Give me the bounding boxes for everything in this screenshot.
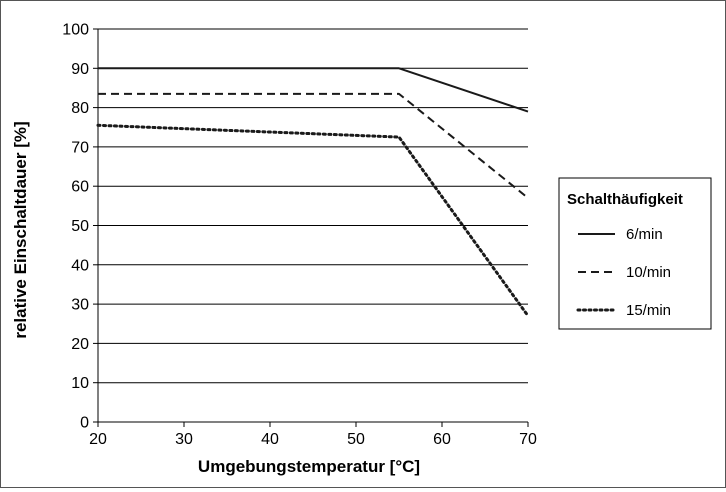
y-tick-label-50: 50 — [71, 218, 89, 235]
legend-title: Schalthäufigkeit — [567, 191, 683, 208]
x-axis-label: Umgebungstemperatur [°C] — [198, 457, 420, 476]
y-tick-label-40: 40 — [71, 257, 89, 274]
x-tick-label-60: 60 — [433, 431, 451, 448]
y-tick-label-30: 30 — [71, 297, 89, 314]
y-tick-label-20: 20 — [71, 336, 89, 353]
grid-lines — [93, 28, 528, 427]
series-line-15-per-min — [96, 123, 530, 318]
x-tick-label-20: 20 — [89, 431, 107, 448]
x-tick-label-70: 70 — [519, 431, 537, 448]
legend-label-15-per-min: 15/min — [626, 302, 671, 319]
series-line-10-per-min — [98, 92, 529, 199]
legend-box — [558, 177, 712, 330]
y-tick-label-0: 0 — [80, 415, 89, 432]
y-tick-label-80: 80 — [71, 100, 89, 117]
y-tick-label-100: 100 — [62, 22, 89, 39]
y-tick-label-10: 10 — [71, 375, 89, 392]
legend: Schalthäufigkeit 6/min 10/min 15/min — [558, 177, 712, 330]
y-tick-label-90: 90 — [71, 61, 89, 78]
legend-label-10-per-min: 10/min — [626, 264, 671, 281]
y-tick-label-70: 70 — [71, 139, 89, 156]
legend-items: 6/min 10/min 15/min — [576, 226, 671, 319]
x-tick-label-50: 50 — [347, 431, 365, 448]
y-axis-label: relative Einschaltdauer [%] — [11, 121, 30, 338]
x-tick-label-40: 40 — [261, 431, 279, 448]
legend-label-6-per-min: 6/min — [626, 226, 663, 243]
y-tick-label-60: 60 — [71, 179, 89, 196]
x-tick-labels: 20 30 40 50 60 70 — [89, 422, 537, 448]
x-tick-label-30: 30 — [175, 431, 193, 448]
series-lines — [96, 67, 530, 318]
series-line-6-per-min — [98, 67, 529, 113]
y-tick-labels: 0 10 20 30 40 50 60 70 80 90 100 — [62, 22, 98, 432]
